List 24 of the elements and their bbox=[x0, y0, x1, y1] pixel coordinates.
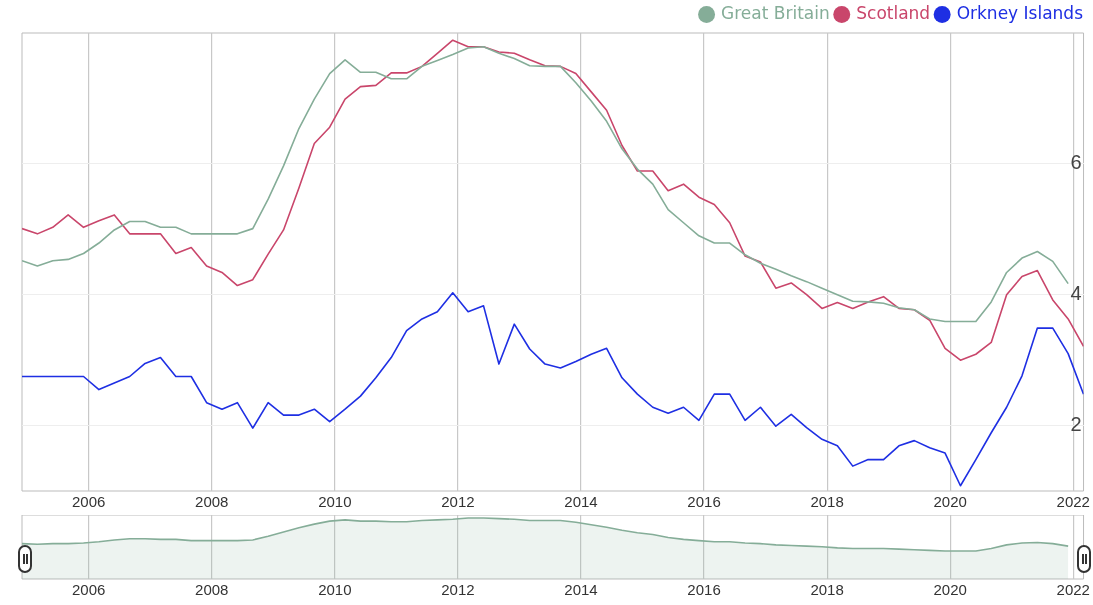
x-tick-label: 2012 bbox=[441, 493, 475, 511]
x-tick-label: 2020 bbox=[933, 493, 967, 511]
x-tick-label: 2006 bbox=[71, 493, 106, 511]
legend-label: Orkney Islands bbox=[956, 2, 1084, 23]
legend-label: Scotland bbox=[856, 2, 931, 23]
x-tick-label: 2008 bbox=[195, 493, 229, 511]
x-tick-label: 2010 bbox=[318, 493, 352, 511]
x-tick-label: 2022 bbox=[1056, 493, 1090, 511]
x-tick-label: 2014 bbox=[564, 581, 598, 599]
x-tick-label: 2018 bbox=[810, 581, 844, 599]
x-tick-label: 2022 bbox=[1056, 581, 1090, 599]
x-tick-label: 2006 bbox=[71, 581, 106, 599]
x-tick-label: 2014 bbox=[564, 493, 598, 511]
x-tick-label: 2012 bbox=[441, 581, 475, 599]
x-tick-label: 2008 bbox=[195, 581, 229, 599]
y-tick-label: 4 bbox=[1070, 282, 1082, 305]
x-tick-label: 2016 bbox=[687, 581, 721, 599]
y-tick-label: 2 bbox=[1070, 413, 1082, 436]
x-tick-label: 2010 bbox=[318, 581, 352, 599]
x-tick-label: 2016 bbox=[687, 493, 721, 511]
x-tick-label: 2020 bbox=[933, 581, 967, 599]
y-tick-label: 6 bbox=[1070, 151, 1082, 174]
legend-label: Great Britain bbox=[721, 2, 830, 23]
x-tick-label: 2018 bbox=[810, 493, 844, 511]
